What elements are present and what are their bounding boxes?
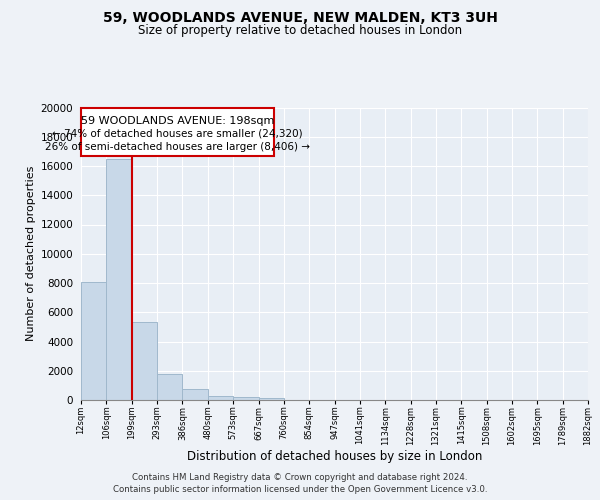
Text: 59 WOODLANDS AVENUE: 198sqm: 59 WOODLANDS AVENUE: 198sqm <box>80 116 274 126</box>
Text: 26% of semi-detached houses are larger (8,406) →: 26% of semi-detached houses are larger (… <box>45 142 310 152</box>
FancyBboxPatch shape <box>81 108 274 156</box>
Bar <box>233 397 259 400</box>
Bar <box>259 398 284 400</box>
Y-axis label: Number of detached properties: Number of detached properties <box>26 166 37 342</box>
Bar <box>132 322 157 400</box>
Bar <box>208 396 233 400</box>
Bar <box>157 374 182 400</box>
Bar <box>182 389 208 400</box>
Text: Contains public sector information licensed under the Open Government Licence v3: Contains public sector information licen… <box>113 485 487 494</box>
Bar <box>106 158 132 400</box>
Text: Contains HM Land Registry data © Crown copyright and database right 2024.: Contains HM Land Registry data © Crown c… <box>132 474 468 482</box>
Bar <box>81 282 106 400</box>
Text: ← 74% of detached houses are smaller (24,320): ← 74% of detached houses are smaller (24… <box>52 129 302 139</box>
X-axis label: Distribution of detached houses by size in London: Distribution of detached houses by size … <box>187 450 482 463</box>
Text: 59, WOODLANDS AVENUE, NEW MALDEN, KT3 3UH: 59, WOODLANDS AVENUE, NEW MALDEN, KT3 3U… <box>103 11 497 25</box>
Text: Size of property relative to detached houses in London: Size of property relative to detached ho… <box>138 24 462 37</box>
